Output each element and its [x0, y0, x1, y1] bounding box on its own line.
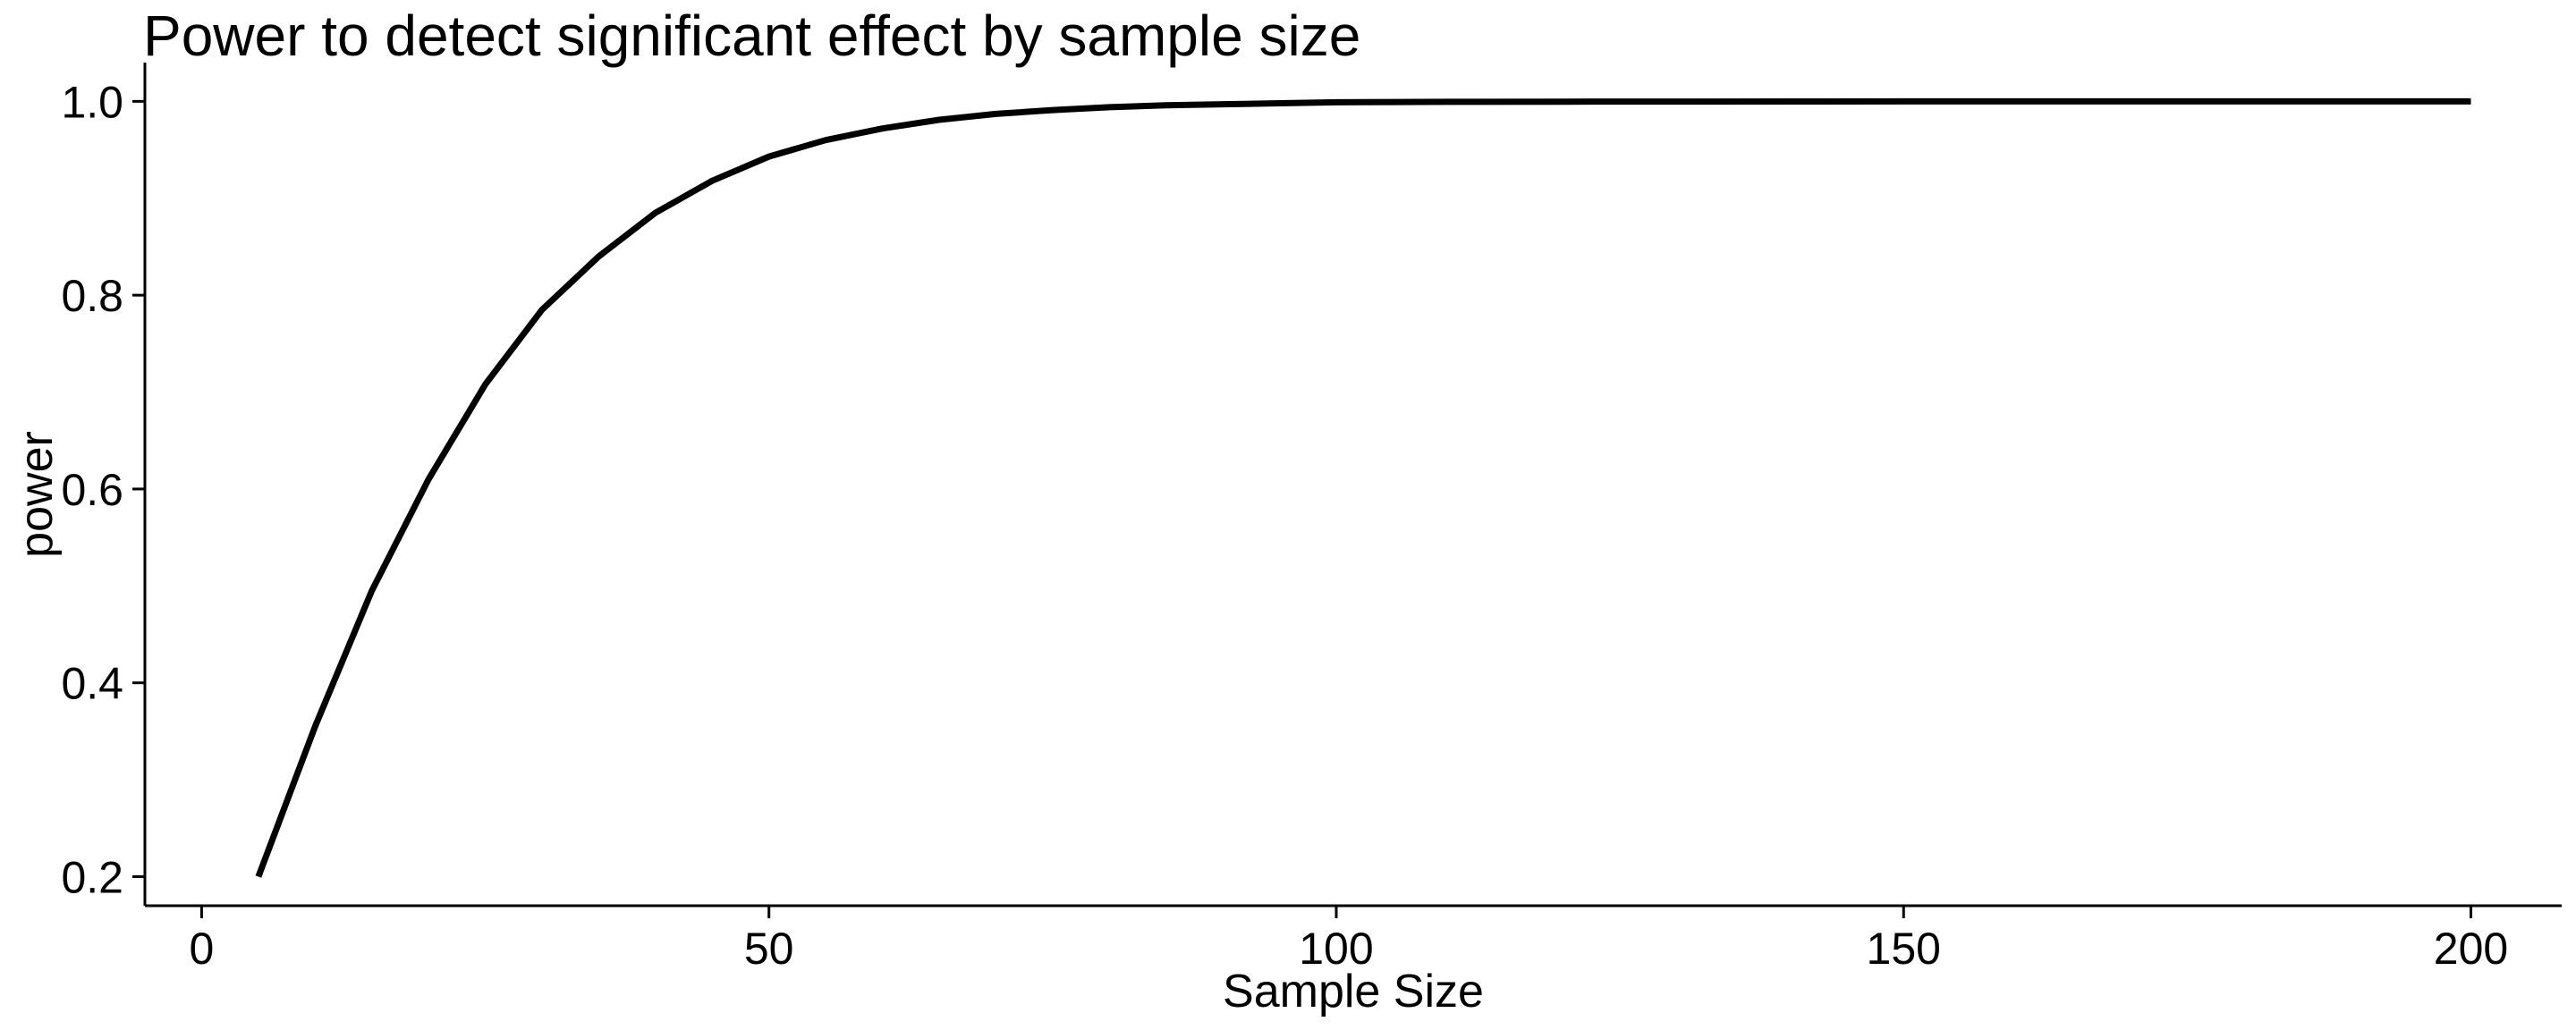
y-tick-label: 0.2: [61, 852, 123, 902]
y-tick-label: 0.4: [61, 659, 123, 709]
x-axis-ticks: 0 50 100 150 200: [190, 906, 2508, 974]
x-axis-label: Sample Size: [1223, 966, 1484, 1017]
y-tick-label: 0.8: [61, 271, 123, 321]
x-tick-label: 200: [2434, 924, 2508, 974]
x-tick-label: 100: [1299, 924, 1373, 974]
x-tick-label: 150: [1867, 924, 1941, 974]
y-tick-label: 1.0: [61, 77, 123, 127]
chart-title: Power to detect significant effect by sa…: [143, 4, 1360, 68]
x-tick-label: 50: [744, 924, 794, 974]
y-tick-label: 0.6: [61, 465, 123, 515]
x-tick-label: 0: [190, 924, 215, 974]
power-curve-line: [255, 97, 2471, 878]
y-axis-label: power: [11, 431, 63, 558]
y-axis-ticks: 0.2 0.4 0.6 0.8 1.0: [61, 77, 145, 902]
